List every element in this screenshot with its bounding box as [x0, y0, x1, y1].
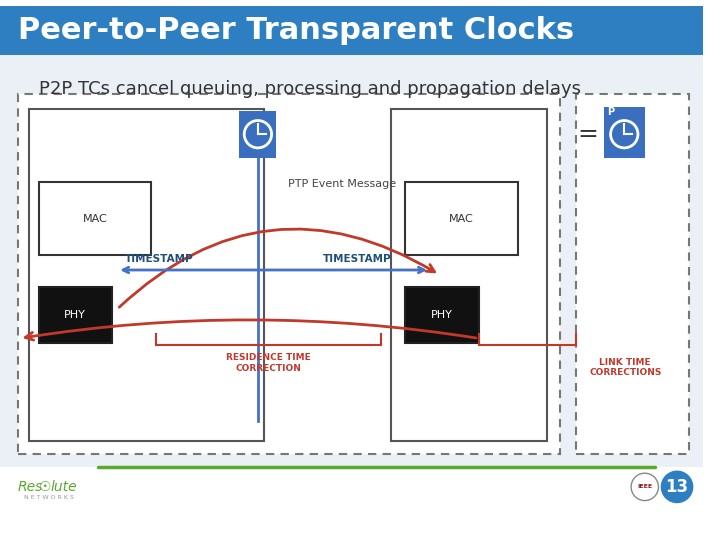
Text: MAC: MAC [82, 214, 107, 224]
FancyBboxPatch shape [0, 6, 703, 55]
Text: PTP Event Message: PTP Event Message [288, 179, 396, 189]
FancyBboxPatch shape [17, 94, 559, 454]
Text: ☉: ☉ [39, 480, 52, 494]
Text: MAC: MAC [449, 214, 474, 224]
Text: Peer-to-Peer Transparent Clocks: Peer-to-Peer Transparent Clocks [17, 16, 574, 45]
FancyBboxPatch shape [239, 111, 276, 158]
FancyBboxPatch shape [391, 109, 547, 441]
FancyBboxPatch shape [604, 107, 645, 158]
FancyBboxPatch shape [405, 287, 479, 343]
FancyBboxPatch shape [0, 55, 703, 467]
FancyBboxPatch shape [39, 182, 151, 255]
Text: lute: lute [51, 480, 78, 494]
Text: RESIDENCE TIME
CORRECTION: RESIDENCE TIME CORRECTION [226, 353, 311, 373]
Text: PHY: PHY [64, 310, 86, 320]
FancyBboxPatch shape [30, 109, 264, 441]
Text: P: P [607, 107, 614, 117]
FancyArrowPatch shape [120, 229, 435, 307]
Text: 13: 13 [665, 478, 688, 496]
Text: N E T W O R K S: N E T W O R K S [24, 495, 74, 500]
Circle shape [631, 473, 659, 501]
Text: P2P TCs cancel queuing, processing and propagation delays: P2P TCs cancel queuing, processing and p… [39, 80, 581, 98]
FancyArrowPatch shape [25, 320, 476, 340]
Text: TIMESTAMP: TIMESTAMP [125, 254, 194, 264]
FancyBboxPatch shape [405, 182, 518, 255]
FancyBboxPatch shape [577, 94, 689, 454]
Text: Res: Res [17, 480, 43, 494]
Text: IEEE: IEEE [637, 484, 652, 489]
Text: TIMESTAMP: TIMESTAMP [323, 254, 391, 264]
Circle shape [662, 471, 693, 503]
Text: =: = [577, 122, 598, 146]
FancyBboxPatch shape [39, 287, 112, 343]
Text: PHY: PHY [431, 310, 452, 320]
Text: LINK TIME
CORRECTIONS: LINK TIME CORRECTIONS [589, 358, 662, 377]
